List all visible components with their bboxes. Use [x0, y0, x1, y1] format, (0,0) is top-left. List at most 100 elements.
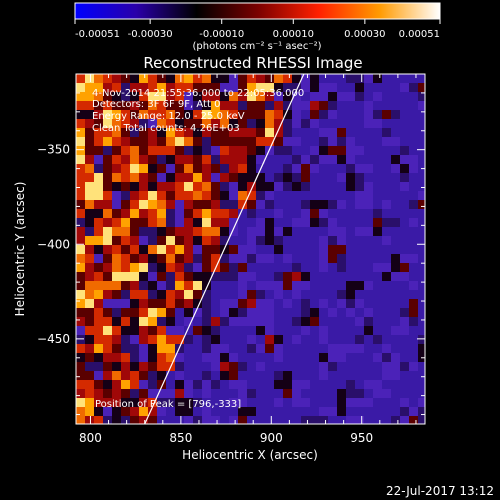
heatmap-cell — [211, 371, 220, 380]
heatmap-cell — [130, 290, 139, 299]
heatmap-cell — [94, 119, 103, 128]
heatmap-cell — [130, 308, 139, 317]
heatmap-cell — [283, 110, 292, 119]
heatmap-cell — [238, 299, 247, 308]
heatmap-cell — [202, 254, 211, 263]
heatmap-cell — [400, 227, 409, 236]
heatmap-cell — [400, 416, 409, 424]
heatmap-cell — [400, 254, 409, 263]
heatmap-cell — [355, 182, 364, 191]
heatmap-cell — [103, 83, 112, 92]
heatmap-cell — [85, 128, 94, 137]
heatmap-cell — [346, 344, 355, 353]
heatmap-cell — [85, 137, 94, 146]
heatmap-cell — [301, 74, 310, 83]
heatmap-cell — [346, 128, 355, 137]
heatmap-cell — [76, 110, 85, 119]
heatmap-cell — [373, 281, 382, 290]
heatmap-cell — [166, 155, 175, 164]
heatmap-cell — [220, 362, 229, 371]
heatmap-cell — [238, 407, 247, 416]
heatmap-cell — [364, 362, 373, 371]
heatmap-cell — [409, 128, 418, 137]
heatmap-cell — [418, 110, 425, 119]
heatmap-cell — [346, 200, 355, 209]
heatmap-cell — [418, 416, 425, 424]
heatmap-cell — [337, 245, 346, 254]
heatmap-cell — [238, 200, 247, 209]
heatmap-cell — [148, 110, 157, 119]
heatmap-cell — [130, 398, 139, 407]
heatmap-cell — [94, 407, 103, 416]
heatmap-cell — [292, 272, 301, 281]
heatmap-cell — [202, 110, 211, 119]
heatmap-cell — [319, 389, 328, 398]
heatmap-cell — [193, 74, 202, 83]
heatmap-cell — [139, 137, 148, 146]
heatmap-cell — [157, 407, 166, 416]
heatmap-cell — [274, 254, 283, 263]
heatmap-cell — [175, 146, 184, 155]
heatmap-cell — [193, 263, 202, 272]
heatmap-cell — [112, 407, 121, 416]
heatmap-cell — [103, 155, 112, 164]
heatmap-cell — [283, 101, 292, 110]
heatmap-cell — [157, 146, 166, 155]
heatmap-cell — [175, 398, 184, 407]
heatmap-cell — [229, 335, 238, 344]
heatmap-cell — [184, 182, 193, 191]
heatmap-cell — [193, 326, 202, 335]
heatmap-cell — [391, 380, 400, 389]
heatmap-cell — [175, 299, 184, 308]
heatmap-cell — [85, 272, 94, 281]
colorbar-gradient — [74, 2, 441, 20]
heatmap-cell — [292, 416, 301, 424]
heatmap-cell — [130, 137, 139, 146]
heatmap-cell — [238, 137, 247, 146]
heatmap-cell — [130, 209, 139, 218]
heatmap-cell — [391, 164, 400, 173]
heatmap-cell — [238, 290, 247, 299]
heatmap-cell — [112, 155, 121, 164]
heatmap-cell — [256, 272, 265, 281]
heatmap-cell — [121, 344, 130, 353]
heatmap-cell — [319, 209, 328, 218]
heatmap-cell — [310, 416, 319, 424]
heatmap-cell — [103, 290, 112, 299]
heatmap-cell — [121, 128, 130, 137]
heatmap-cell — [337, 128, 346, 137]
heatmap-cell — [220, 263, 229, 272]
heatmap-cell — [409, 119, 418, 128]
heatmap-cell — [139, 371, 148, 380]
heatmap-cell — [157, 191, 166, 200]
heatmap-cell — [103, 299, 112, 308]
heatmap-cell — [337, 155, 346, 164]
heatmap-cell — [211, 173, 220, 182]
heatmap-cell — [409, 173, 418, 182]
solar-limb-line — [144, 74, 305, 424]
heatmap-cell — [337, 362, 346, 371]
heatmap-cell — [139, 182, 148, 191]
heatmap-cell — [85, 200, 94, 209]
heatmap-cell — [94, 191, 103, 200]
heatmap-cell — [193, 317, 202, 326]
heatmap-cell — [292, 74, 301, 83]
heatmap-cell — [409, 353, 418, 362]
heatmap-cell — [112, 398, 121, 407]
heatmap-cell — [148, 236, 157, 245]
heatmap-cell — [193, 173, 202, 182]
heatmap-cell — [418, 245, 425, 254]
heatmap-cell — [364, 416, 373, 424]
heatmap-cell — [166, 164, 175, 173]
heatmap-cell — [121, 74, 130, 83]
heatmap-cell — [274, 344, 283, 353]
heatmap-cell — [283, 353, 292, 362]
heatmap-cell — [229, 263, 238, 272]
heatmap-cell — [76, 218, 85, 227]
heatmap-cell — [157, 74, 166, 83]
heatmap-cell — [94, 146, 103, 155]
heatmap-cell — [256, 389, 265, 398]
heatmap-cell — [229, 245, 238, 254]
heatmap-cell — [184, 272, 193, 281]
heatmap-cell — [112, 191, 121, 200]
